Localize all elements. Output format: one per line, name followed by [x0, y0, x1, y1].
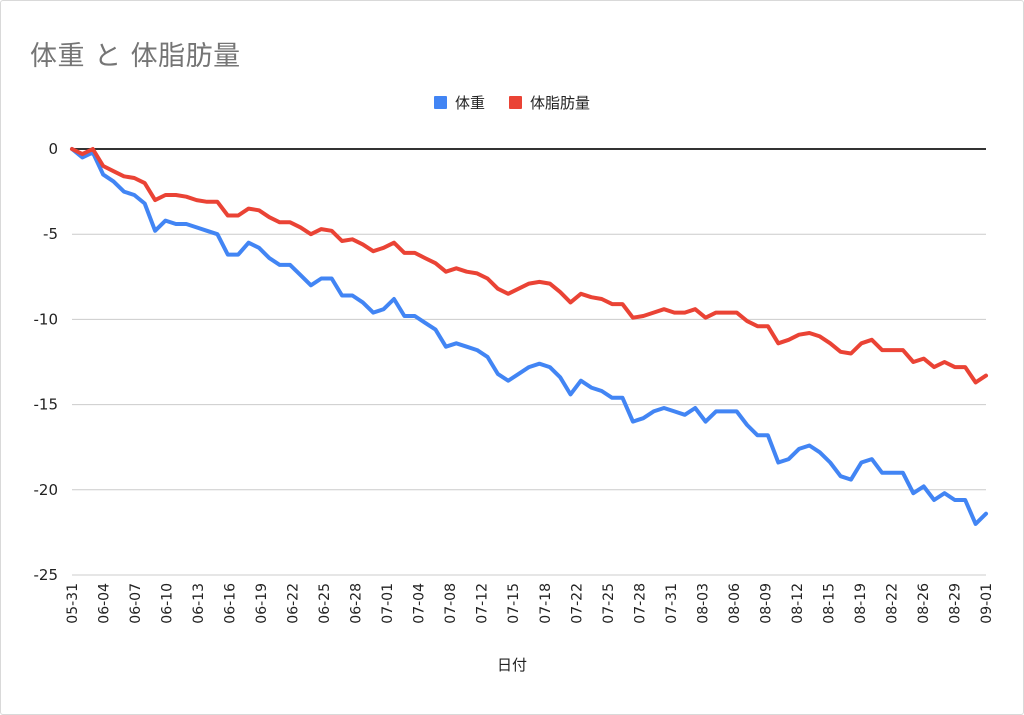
- x-tick-label-27: 08-26: [916, 583, 932, 624]
- x-tick-label-1: 06-04: [97, 583, 113, 624]
- x-tick-label-23: 08-12: [790, 583, 806, 624]
- x-tick-label-0: 05-31: [65, 583, 81, 624]
- chart-title: 体重 と 体脂肪量: [30, 41, 241, 72]
- x-tick-label-12: 07-08: [443, 583, 459, 624]
- series-line-1: [70, 147, 988, 385]
- x-tick-label-5: 06-16: [223, 583, 239, 624]
- x-tick-label-9: 06-28: [349, 583, 365, 624]
- legend-label-weight: 体重: [454, 94, 485, 112]
- x-tick-label-7: 06-22: [286, 583, 302, 624]
- x-tick-label-3: 06-10: [160, 583, 176, 624]
- x-tick-label-11: 07-04: [412, 583, 428, 624]
- y-tick-label-1: -5: [43, 225, 58, 243]
- x-tick-label-14: 07-15: [506, 583, 522, 624]
- x-tick-label-10: 07-01: [380, 583, 396, 624]
- x-tick-label-17: 07-25: [601, 583, 617, 624]
- x-tick-label-26: 08-22: [884, 583, 900, 624]
- y-tick-label-0: 0: [48, 140, 58, 158]
- legend-item-weight[interactable]: 体重: [433, 92, 485, 113]
- series-line-0: [70, 147, 988, 526]
- x-tick-label-21: 08-06: [727, 583, 743, 624]
- x-tick-label-29: 09-01: [979, 583, 995, 624]
- x-tick-label-16: 07-22: [569, 583, 585, 624]
- x-tick-label-15: 07-18: [538, 583, 554, 624]
- legend-item-fat[interactable]: 体脂肪量: [509, 92, 590, 113]
- legend: 体重 体脂肪量: [0, 92, 1024, 113]
- x-tick-label-8: 06-25: [317, 583, 333, 624]
- y-tick-label-3: -15: [34, 396, 59, 414]
- x-tick-label-22: 08-09: [758, 583, 774, 624]
- x-tick-label-18: 07-28: [632, 583, 648, 624]
- y-tick-label-4: -20: [34, 481, 59, 499]
- x-tick-label-13: 07-12: [475, 583, 491, 624]
- x-tick-label-28: 08-29: [947, 583, 963, 624]
- y-tick-label-5: -25: [34, 566, 59, 584]
- legend-swatch-fat: [509, 96, 522, 109]
- legend-label-fat: 体脂肪量: [530, 94, 591, 112]
- x-tick-label-25: 08-19: [853, 583, 869, 624]
- x-tick-label-24: 08-15: [821, 583, 837, 624]
- x-tick-label-6: 06-19: [254, 583, 270, 624]
- x-axis-label: 日付: [496, 656, 527, 674]
- x-tick-label-20: 08-03: [695, 583, 711, 624]
- x-tick-label-4: 06-13: [191, 583, 207, 624]
- legend-swatch-weight: [433, 96, 447, 109]
- x-tick-label-2: 06-07: [128, 583, 144, 624]
- x-tick-label-19: 07-31: [664, 583, 680, 624]
- y-tick-label-2: -10: [34, 310, 59, 328]
